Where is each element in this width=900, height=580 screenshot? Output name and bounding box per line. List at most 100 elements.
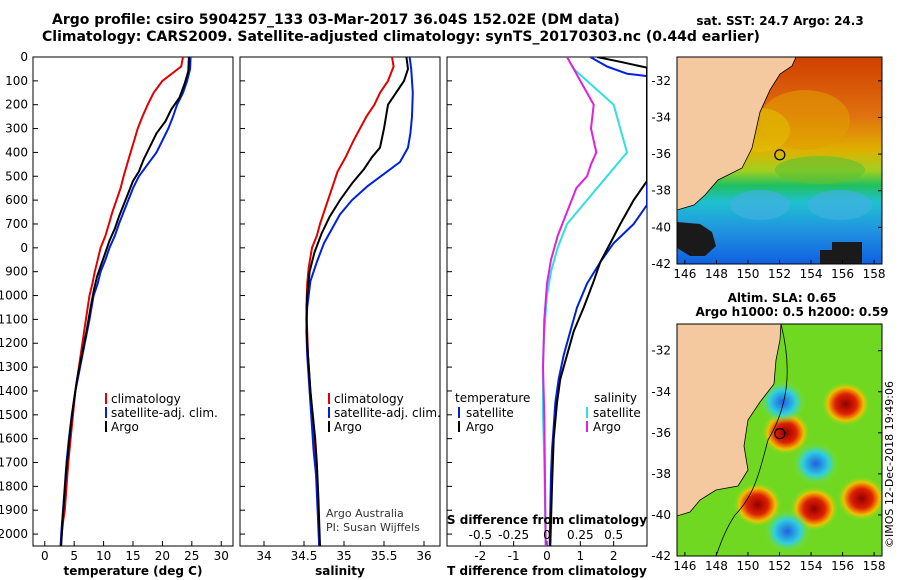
sla-eddy-high	[837, 476, 882, 521]
map-x-tick-label: 148	[705, 267, 728, 281]
copyright-stamp: ©IMOS 12-Dec-2018 19:49:06	[883, 381, 896, 548]
sst-land-mass	[677, 57, 797, 211]
difference-series	[542, 57, 647, 546]
pressure-tick-label: 500	[5, 169, 28, 183]
pressure-tick-label: 200	[5, 98, 28, 112]
salinity-x-axis: 34 34.5 35 35.5 36	[256, 541, 432, 563]
x-tick-label: 35	[336, 549, 351, 563]
s-diff-tick-label: -0.25	[498, 528, 529, 542]
pressure-tick-label: 600	[5, 193, 28, 207]
x-tick-label: 34	[256, 549, 271, 563]
sst-cloud-mask	[677, 222, 716, 256]
argo-line	[60, 56, 190, 547]
pressure-axis: 0 100 200 300 400 500 600 700 0 900 1000 1100 1200 13…	[0, 50, 38, 541]
sla-map-title: Altim. SLA: 0.65	[728, 291, 837, 305]
x-tick-label: 25	[184, 549, 199, 563]
map-y-tick-label: -34	[651, 385, 671, 399]
salinity-panel: 34 34.5 35 35.5 36 salinity climatology sate…	[239, 56, 441, 578]
map-y-tick-label: -38	[651, 467, 671, 481]
map-x-tick-label: 146	[673, 267, 696, 281]
sst-cool-patch	[730, 190, 790, 220]
x-tick-label: 34.5	[291, 549, 318, 563]
sla-eddy-low	[791, 441, 840, 486]
sla-eddy-high	[733, 482, 782, 527]
map-x-tick-label: 156	[831, 559, 854, 573]
sst-map: sat. SST: 24.7 Argo: 24.3 146 148 150 152 15…	[651, 14, 885, 281]
sla-map-field	[677, 324, 882, 556]
map-y-tick-label: -36	[651, 147, 671, 161]
sla-map: Altim. SLA: 0.65 Argo h1000: 0.5 h2000: …	[651, 291, 888, 573]
map-x-tick-label: 158	[863, 267, 886, 281]
map-y-tick-label: -32	[651, 344, 671, 358]
legend-argo-label: Argo	[111, 420, 139, 434]
map-y-tick-label: -32	[651, 74, 671, 88]
legend-climatology-label: climatology	[334, 392, 404, 406]
pressure-tick-label: 400	[5, 145, 28, 159]
legend-temperature-header: temperature	[455, 391, 530, 405]
credit-line-1: Argo Australia	[326, 507, 404, 520]
pressure-tick-label: 700	[5, 217, 28, 231]
pressure-tick-label: 1500	[0, 408, 28, 422]
x-tick-label: 0	[41, 549, 49, 563]
salinity-diff-tick-labels: -0.5 -0.25 0 0.25 0.5	[469, 528, 624, 542]
temperature-xlabel: temperature (deg C)	[64, 564, 203, 578]
x-tick-label: 20	[155, 549, 170, 563]
x-tick-label: -2	[474, 549, 486, 563]
pressure-tick-label: 1100	[0, 312, 28, 326]
s-diff-tick-label: -0.5	[469, 528, 492, 542]
pressure-tick-label: 1200	[0, 336, 28, 350]
map-x-tick-label: 152	[768, 559, 791, 573]
satellite-adj-clim-line	[59, 56, 192, 547]
x-tick-label: 10	[96, 549, 111, 563]
pressure-tick-label: 1000	[0, 289, 28, 303]
difference-legend: temperature satellite Argo salinity sate…	[455, 391, 641, 434]
map-x-tick-label: 154	[800, 559, 823, 573]
sla-map-y-axis: -32 -34 -36 -38 -40 -42	[651, 344, 882, 563]
map-y-tick-label: -42	[651, 257, 671, 271]
map-y-tick-label: -42	[651, 549, 671, 563]
sla-eddy-low	[763, 509, 812, 554]
salinity-legend: climatology satellite-adj. clim. Argo	[328, 392, 441, 434]
sla-depth-contour	[715, 324, 788, 556]
pressure-tick-label: 300	[5, 122, 28, 136]
x-tick-label: 2	[610, 549, 618, 563]
legend-satellite-label: satellite-adj. clim.	[111, 406, 218, 420]
legend-t-argo-label: Argo	[466, 420, 494, 434]
argo-s-diff-line	[542, 57, 598, 546]
legend-argo-label: Argo	[334, 420, 362, 434]
sst-argo-position-marker	[774, 149, 786, 161]
x-tick-label: 36	[416, 549, 431, 563]
map-x-tick-label: 154	[800, 267, 823, 281]
difference-x-axis: -2 -1 0 1 2	[474, 541, 617, 563]
t-diff-xlabel: T difference from climatology	[447, 564, 647, 578]
x-tick-label: 35.5	[371, 549, 398, 563]
salinity-frame	[239, 56, 441, 547]
pressure-tick-label: 0	[20, 241, 28, 255]
map-y-tick-label: -40	[651, 508, 671, 522]
argo-line	[305, 56, 409, 547]
climatology-title: Climatology: CARS2009. Satellite-adjuste…	[42, 29, 760, 45]
sst-map-field	[677, 57, 882, 264]
legend-t-satellite-label: satellite	[466, 406, 514, 420]
sst-map-title: sat. SST: 24.7 Argo: 24.3	[696, 14, 863, 28]
pressure-tick-label: 2000	[0, 527, 28, 541]
sla-land-mass	[677, 324, 782, 517]
sla-argo-position-marker	[774, 428, 786, 440]
pressure-tick-label: 0	[20, 50, 28, 64]
satellite-adj-clim-line	[305, 56, 414, 547]
map-x-tick-label: 156	[831, 267, 854, 281]
climatology-line	[305, 56, 395, 547]
pressure-tick-label: 1600	[0, 432, 28, 446]
sla-eddy-low	[758, 380, 807, 425]
map-x-tick-label: 148	[705, 559, 728, 573]
map-x-tick-label: 150	[737, 267, 760, 281]
sla-map-subtitle: Argo h1000: 0.5 h2000: 0.59	[695, 305, 888, 319]
map-x-tick-label: 146	[673, 559, 696, 573]
map-y-tick-label: -36	[651, 426, 671, 440]
pressure-tick-label: 1700	[0, 456, 28, 470]
temperature-frame	[32, 56, 234, 547]
salinity-y-ticks	[240, 56, 245, 535]
credit-line-2: PI: Susan Wijffels	[326, 521, 420, 534]
pressure-tick-label: 1900	[0, 503, 28, 517]
